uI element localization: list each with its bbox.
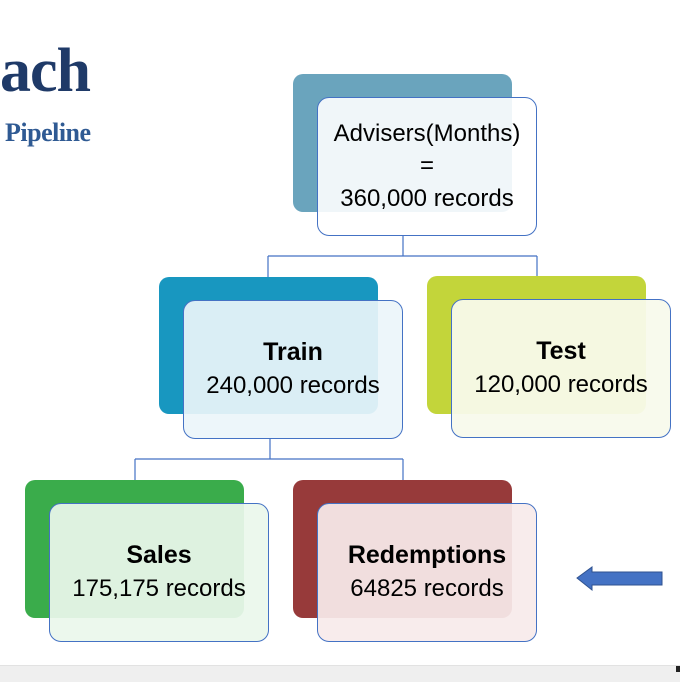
train-node-heading: Train bbox=[263, 338, 323, 367]
root-node-line-2: = bbox=[419, 152, 434, 180]
corner-mark bbox=[676, 666, 680, 672]
train-node-records: 240,000 records bbox=[206, 372, 380, 400]
test-node-records: 120,000 records bbox=[474, 371, 648, 399]
redemptions-node: Redemptions 64825 records bbox=[317, 503, 537, 642]
train-node: Train 240,000 records bbox=[183, 300, 403, 439]
root-node-line-3: 360,000 records bbox=[340, 184, 514, 212]
root-node: Advisers(Months) = 360,000 records bbox=[317, 97, 537, 236]
redemptions-node-heading: Redemptions bbox=[347, 541, 507, 570]
sales-node-heading: Sales bbox=[126, 541, 192, 570]
bottom-bar bbox=[0, 665, 680, 682]
root-node-line-1: Advisers(Months) bbox=[333, 119, 521, 147]
test-node-heading: Test bbox=[536, 337, 586, 366]
redemptions-node-records: 64825 records bbox=[350, 575, 504, 603]
page-title: ach bbox=[0, 37, 91, 105]
page-subtitle: Pipeline bbox=[5, 118, 91, 147]
connector-train-to-level2 bbox=[134, 439, 404, 480]
sales-node-records: 175,175 records bbox=[72, 575, 246, 603]
sales-node: Sales 175,175 records bbox=[49, 503, 269, 642]
test-node: Test 120,000 records bbox=[451, 299, 671, 438]
left-arrow-icon bbox=[576, 566, 663, 592]
connector-root-to-level1 bbox=[267, 236, 538, 277]
